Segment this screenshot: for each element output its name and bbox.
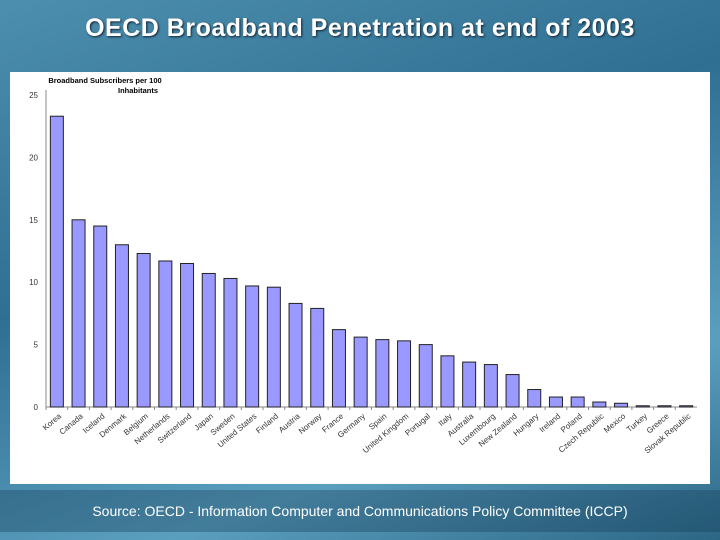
- bar-netherlands: [158, 260, 173, 408]
- bar-united-states: [245, 285, 260, 408]
- source-band: [0, 490, 720, 532]
- bar-slovak-republic: [679, 405, 694, 408]
- bar-austria: [288, 302, 303, 408]
- y-tick-label: 5: [34, 341, 39, 350]
- bar-norway: [310, 307, 325, 408]
- bar-new-zealand: [505, 374, 520, 408]
- bar-finland: [266, 286, 281, 408]
- y-tick-label: 15: [29, 216, 38, 225]
- chart-panel: Broadband Subscribers per 100 Inhabitants…: [10, 72, 710, 484]
- bar-luxembourg: [483, 364, 498, 408]
- bar-poland: [570, 396, 585, 408]
- y-tick-label: 10: [29, 278, 38, 287]
- bar-korea: [49, 115, 64, 408]
- bar-switzerland: [180, 262, 195, 408]
- bar-denmark: [114, 244, 129, 408]
- bar-portugal: [418, 344, 433, 408]
- bar-ireland: [548, 396, 563, 408]
- bar-australia: [462, 361, 477, 408]
- bar-spain: [375, 339, 390, 408]
- bar-hungary: [527, 389, 542, 408]
- y-tick-label: 25: [29, 91, 38, 100]
- y-tick-label: 0: [34, 403, 39, 412]
- bar-belgium: [136, 252, 151, 408]
- bar-sweden: [223, 277, 238, 408]
- bar-chart: Broadband Subscribers per 100 Inhabitants…: [29, 76, 697, 455]
- x-tick-label: Norway: [297, 412, 324, 436]
- bar-iceland: [93, 225, 108, 408]
- bar-japan: [201, 272, 216, 408]
- bar-mexico: [614, 402, 629, 408]
- x-tick-label: Finland: [254, 412, 280, 436]
- x-tick-label: Mexico: [602, 411, 628, 435]
- y-tick-label: 20: [29, 153, 38, 162]
- bar-czech-republic: [592, 401, 607, 408]
- x-tick-label: Ireland: [538, 412, 563, 435]
- slide-title: OECD Broadband Penetration at end of 200…: [85, 14, 635, 42]
- bar-turkey: [635, 405, 650, 408]
- x-tick-label: Canada: [58, 411, 86, 436]
- bar-france: [331, 329, 346, 408]
- bar-germany: [353, 336, 368, 408]
- x-tick-label: Italy: [437, 412, 454, 428]
- bar-united-kingdom: [397, 340, 412, 408]
- bar-italy: [440, 355, 455, 408]
- bar-greece: [657, 405, 672, 408]
- bar-canada: [71, 219, 86, 408]
- x-tick-label: Turkey: [625, 412, 649, 434]
- chart-title: Broadband Subscribers per 100 Inhabitants: [48, 76, 161, 95]
- source-note: Source: OECD - Information Computer and …: [92, 503, 628, 519]
